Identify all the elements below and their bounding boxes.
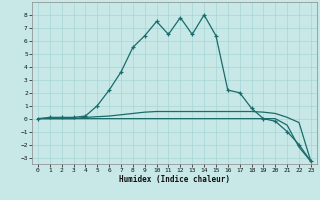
- X-axis label: Humidex (Indice chaleur): Humidex (Indice chaleur): [119, 175, 230, 184]
